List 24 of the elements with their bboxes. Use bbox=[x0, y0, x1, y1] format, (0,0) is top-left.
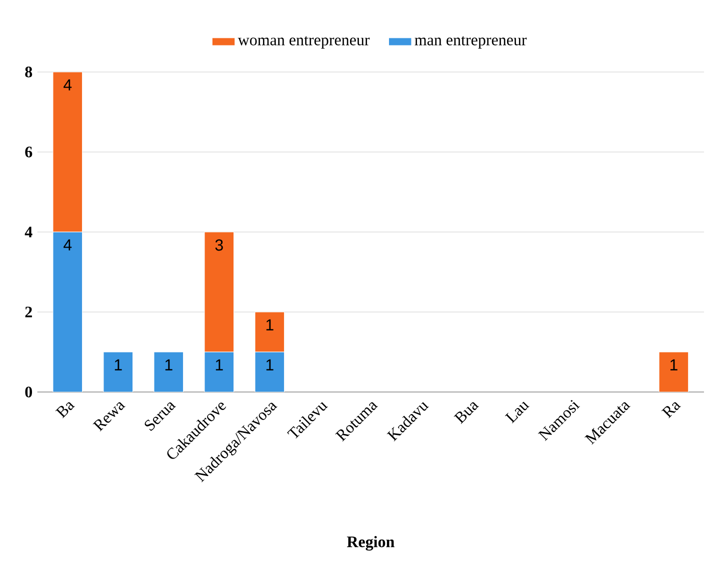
bar bbox=[103, 352, 134, 392]
data-label: 1 bbox=[114, 359, 122, 370]
x-tick-label: Ra bbox=[661, 402, 681, 418]
y-tick-label: 4 bbox=[24, 226, 32, 238]
data-label: 1 bbox=[266, 319, 274, 330]
data-label: 1 bbox=[165, 359, 172, 370]
data-label: 3 bbox=[215, 239, 223, 251]
data-label: 1 bbox=[670, 359, 678, 370]
legend-label: man entrepreneur bbox=[414, 36, 527, 48]
y-tick-label: 8 bbox=[25, 66, 32, 78]
y-tick-label: 2 bbox=[25, 306, 32, 318]
data-label: 1 bbox=[216, 359, 223, 370]
bar bbox=[658, 352, 689, 392]
x-tick-label: Bua bbox=[454, 402, 479, 424]
data-label: 4 bbox=[64, 239, 72, 250]
y-tick-label: 0 bbox=[25, 386, 32, 398]
data-label: 4 bbox=[64, 79, 72, 90]
legend-label: woman entrepreneur bbox=[238, 36, 370, 48]
x-tick-label: Ba bbox=[55, 402, 75, 418]
y-tick-label: 6 bbox=[25, 146, 32, 158]
data-label: 1 bbox=[266, 359, 274, 370]
x-tick-label: Lau bbox=[504, 402, 530, 424]
x-axis-title: Region bbox=[346, 536, 394, 550]
bar bbox=[154, 352, 184, 392]
